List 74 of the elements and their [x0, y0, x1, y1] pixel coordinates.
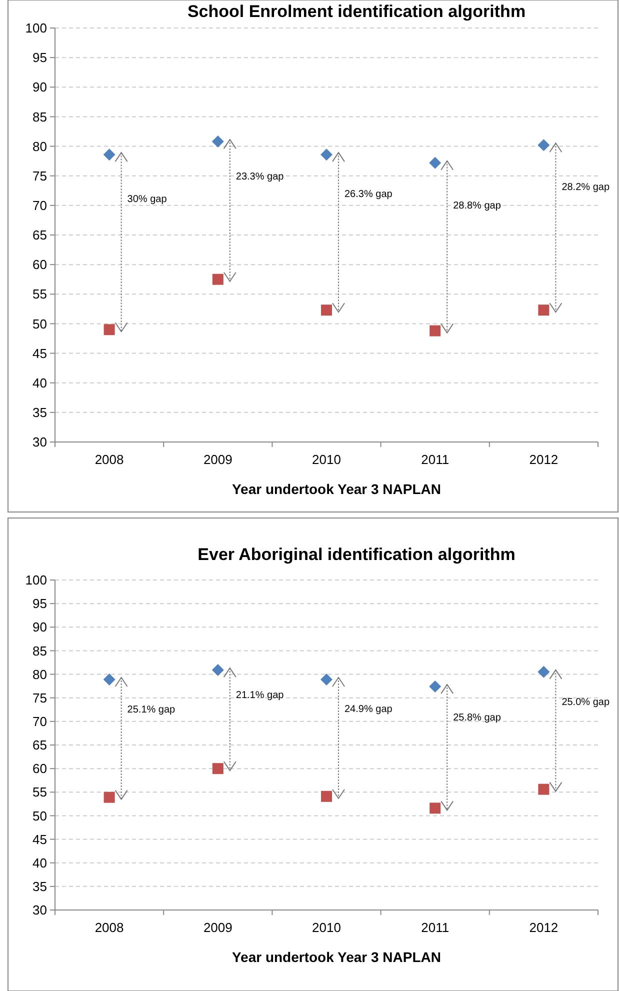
y-tick-label: 65 — [32, 738, 47, 753]
y-tick-label: 65 — [32, 228, 47, 243]
y-tick-label: 45 — [32, 832, 47, 847]
point — [104, 792, 115, 803]
y-tick-label: 95 — [32, 50, 47, 66]
point — [538, 139, 550, 152]
x-tick-label: 2010 — [312, 452, 341, 467]
point — [321, 790, 332, 802]
point — [103, 148, 116, 161]
y-tick-label: 90 — [32, 80, 47, 95]
y-tick-label: 35 — [32, 878, 47, 894]
point — [429, 680, 442, 693]
point — [212, 664, 224, 676]
y-tick-label: 50 — [32, 316, 47, 332]
y-tick-label: 90 — [32, 620, 47, 635]
x-tick-label: 2012 — [529, 920, 558, 935]
chart-title: Ever Aboriginal identification algorithm — [198, 545, 516, 564]
y-tick-label: 75 — [32, 168, 47, 184]
point — [538, 666, 550, 678]
y-tick-label: 60 — [32, 761, 47, 776]
annotation: 25.8% gap — [453, 712, 502, 724]
y-tick-label: 55 — [32, 286, 47, 302]
y-tick-label: 85 — [32, 109, 47, 124]
point — [320, 148, 332, 161]
point — [538, 784, 550, 795]
x-tick-label: 2010 — [312, 920, 341, 935]
y-tick-label: 70 — [32, 198, 47, 213]
x-tick-label: 2008 — [94, 920, 124, 935]
y-tick-label: 60 — [32, 257, 47, 272]
y-tick-label: 75 — [32, 690, 47, 706]
point — [212, 763, 224, 774]
point — [430, 325, 441, 336]
y-tick-label: 40 — [32, 855, 47, 870]
y-tick-label: 100 — [25, 572, 47, 588]
annotation: 23.3% gap — [236, 172, 284, 183]
x-axis-title: Year undertook Year 3 NAPLAN — [232, 481, 442, 497]
point — [212, 274, 224, 285]
point — [429, 156, 442, 169]
y-tick-label: 85 — [32, 643, 47, 658]
annotation: 21.1% gap — [236, 690, 284, 702]
point — [321, 304, 332, 316]
x-tick-label: 2009 — [203, 920, 232, 935]
point — [538, 304, 550, 316]
x-axis-title: Year undertook Year 3 NAPLAN — [232, 949, 442, 965]
y-tick-label: 45 — [32, 346, 47, 361]
annotation: 28.8% gap — [453, 200, 502, 212]
y-tick-label: 100 — [25, 20, 47, 36]
point — [212, 136, 224, 148]
point — [430, 802, 441, 814]
point — [104, 324, 115, 336]
y-tick-label: 40 — [32, 375, 47, 390]
y-tick-label: 35 — [32, 404, 47, 420]
point — [103, 673, 116, 686]
y-tick-label: 50 — [32, 808, 47, 824]
annotation: 30% gap — [127, 194, 168, 205]
annotation: 28.2% gap — [562, 182, 610, 193]
y-tick-label: 80 — [32, 138, 47, 154]
x-tick-label: 2009 — [203, 452, 232, 467]
annotation: 26.3% gap — [344, 188, 393, 200]
x-tick-label: 2008 — [94, 452, 124, 467]
y-tick-label: 55 — [32, 784, 47, 800]
annotation: 25.0% gap — [562, 696, 610, 708]
y-tick-label: 30 — [32, 434, 47, 450]
y-tick-label: 30 — [32, 902, 47, 918]
annotation: 24.9% gap — [344, 704, 393, 716]
point — [320, 673, 332, 686]
y-tick-label: 80 — [32, 666, 47, 682]
y-tick-label: 95 — [32, 596, 47, 612]
x-tick-label: 2012 — [529, 452, 558, 467]
x-tick-label: 2011 — [421, 452, 450, 467]
annotation: 25.1% gap — [127, 704, 176, 716]
x-tick-label: 2011 — [421, 920, 450, 935]
chart-title: School Enrolment identification algorithm — [187, 2, 526, 21]
y-tick-label: 70 — [32, 714, 47, 729]
